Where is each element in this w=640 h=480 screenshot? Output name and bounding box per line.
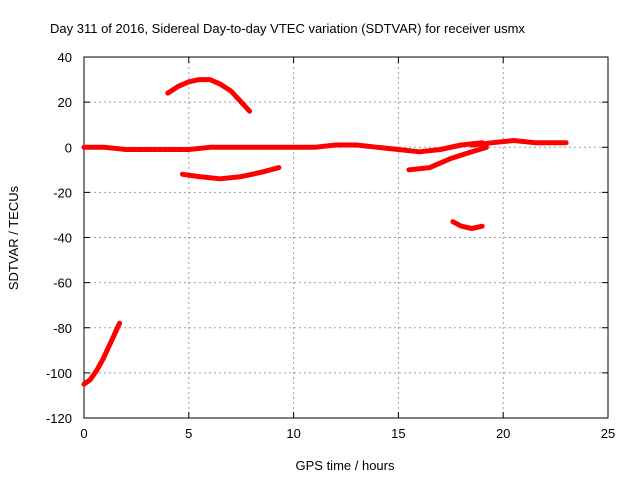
x-tick-label: 25 bbox=[601, 426, 615, 441]
x-tick-label: 15 bbox=[391, 426, 405, 441]
y-tick-label: 20 bbox=[58, 95, 72, 110]
y-axis-label: SDTVAR / TECUs bbox=[6, 185, 21, 290]
y-tick-label: -20 bbox=[53, 185, 72, 200]
y-tick-label: -40 bbox=[53, 231, 72, 246]
series-arc-1 bbox=[81, 320, 123, 387]
x-tick-label: 5 bbox=[185, 426, 192, 441]
y-tick-label: 0 bbox=[65, 140, 72, 155]
x-tick-label: 20 bbox=[496, 426, 510, 441]
x-tick-label: 10 bbox=[286, 426, 300, 441]
data-series bbox=[81, 77, 569, 387]
series-arc-5 bbox=[406, 144, 489, 173]
y-tick-label: -120 bbox=[46, 411, 72, 426]
y-tick-label: -80 bbox=[53, 321, 72, 336]
y-tick-label: -100 bbox=[46, 366, 72, 381]
x-tick-label: 0 bbox=[80, 426, 87, 441]
axes: 0 5 10 15 20 25 -120 -100 -80 -60 -40 -20 0 20 40 bbox=[46, 50, 615, 441]
y-tick-label: 40 bbox=[58, 50, 72, 65]
series-arc-4 bbox=[180, 165, 282, 182]
x-axis-label: GPS time / hours bbox=[296, 458, 395, 473]
chart-title: Day 311 of 2016, Sidereal Day-to-day VTE… bbox=[50, 21, 525, 36]
series-arc-3 bbox=[81, 140, 485, 155]
y-tick-label: -60 bbox=[53, 276, 72, 291]
series-arc-2 bbox=[165, 77, 253, 114]
grid-lines bbox=[84, 57, 608, 418]
series-arc-6 bbox=[450, 219, 485, 231]
series-arc-7 bbox=[469, 138, 569, 148]
